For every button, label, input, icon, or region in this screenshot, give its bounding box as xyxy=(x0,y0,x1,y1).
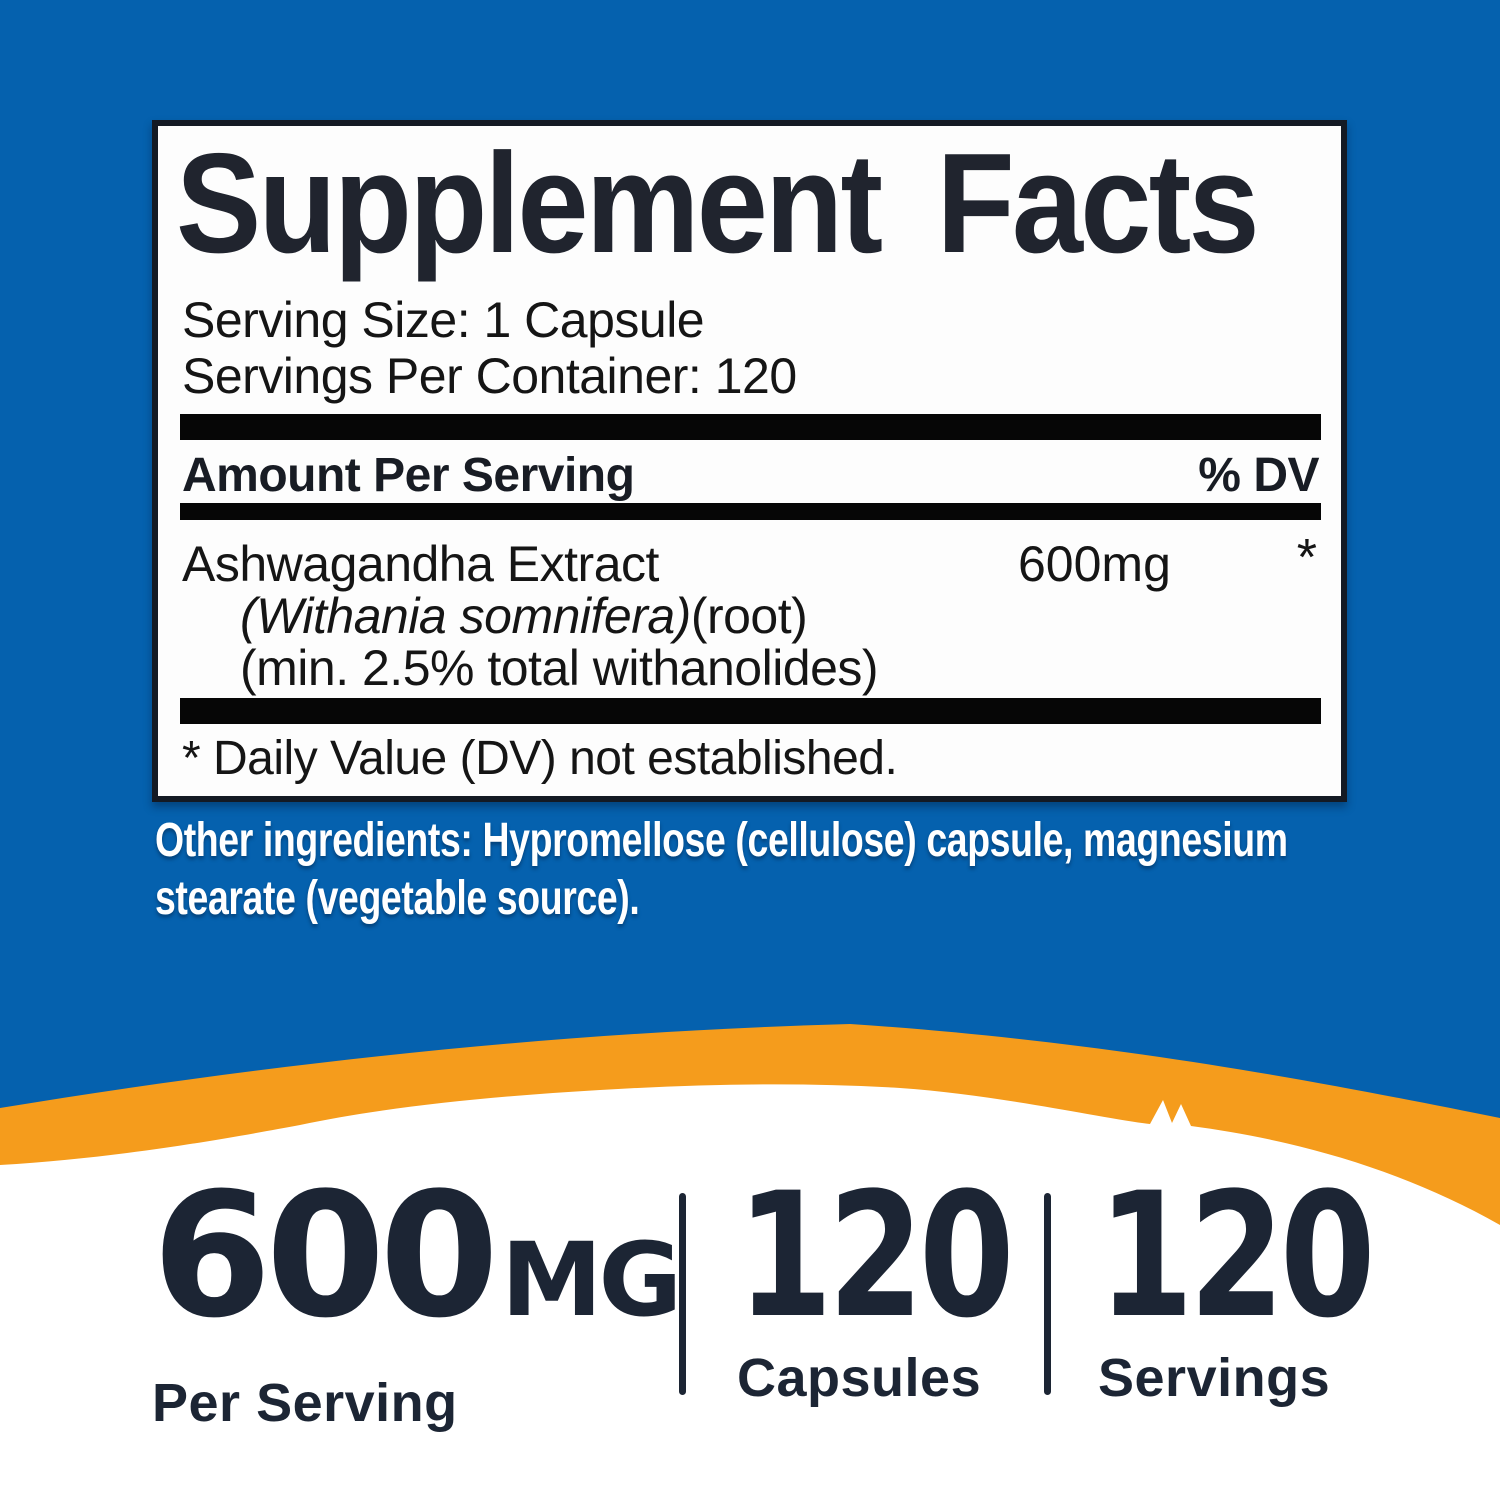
other-ingredients-text: Other ingredients: Hypromellose (cellulo… xyxy=(155,812,1403,928)
divider-bar-top xyxy=(180,414,1321,440)
stat-servings-label: Servings xyxy=(1098,1348,1331,1408)
servings-per-container-text: Servings Per Container: 120 xyxy=(182,348,797,404)
stat-block-capsules: 120 Capsules xyxy=(737,1155,1078,1409)
ingredient-dv-asterisk: * xyxy=(1296,529,1317,587)
white-footer-edge xyxy=(0,1084,1500,1320)
other-ingredients-line1: Other ingredients: Hypromellose (cellulo… xyxy=(155,814,1288,867)
stat-capsules-label: Capsules xyxy=(737,1348,982,1408)
stat-dose-value-line: 600 MG xyxy=(152,1155,682,1356)
orange-wave-graphic xyxy=(0,1024,1500,1320)
stat-dose-label: Per Serving xyxy=(152,1373,458,1433)
stat-servings-value: 120 xyxy=(1098,1155,1376,1356)
divider-bar-bottom xyxy=(180,698,1321,724)
column-header-row: Amount Per Serving % DV xyxy=(182,448,1319,502)
stat-dose-unit: MG xyxy=(501,1221,682,1340)
serving-size-text: Serving Size: 1 Capsule xyxy=(182,292,705,348)
ingredient-amount: 600mg xyxy=(1018,536,1171,592)
stat-servings-value-line: 120 xyxy=(1098,1155,1439,1356)
other-ingredients-line2: stearate (vegetable source). xyxy=(155,872,640,925)
stat-dose-value: 600 xyxy=(152,1155,499,1356)
ingredient-botanical-line: (Withania somnifera)(root) xyxy=(240,588,808,644)
panel-title: Supplement Facts xyxy=(176,124,1260,283)
divider-bar-mid xyxy=(180,503,1321,520)
amount-per-serving-header: Amount Per Serving xyxy=(182,448,635,502)
percent-dv-header: % DV xyxy=(1198,448,1319,502)
ingredient-standardization-line: (min. 2.5% total withanolides) xyxy=(240,640,879,696)
stat-divider-1 xyxy=(679,1193,686,1395)
stat-divider-2 xyxy=(1044,1193,1051,1395)
stat-capsules-value: 120 xyxy=(737,1155,1015,1356)
botanical-part: (root) xyxy=(690,588,808,644)
botanical-name-italic: (Withania somnifera) xyxy=(240,588,691,644)
daily-value-footnote: * Daily Value (DV) not established. xyxy=(182,732,898,785)
ingredient-name: Ashwagandha Extract xyxy=(182,536,659,592)
ingredient-row: Ashwagandha Extract 600mg * xyxy=(182,532,1319,592)
stat-capsules-value-line: 120 xyxy=(737,1155,1078,1356)
stat-block-servings: 120 Servings xyxy=(1098,1155,1439,1409)
stat-block-dose: 600 MG Per Serving xyxy=(152,1155,682,1434)
supplement-facts-panel: Supplement Facts Serving Size: 1 Capsule… xyxy=(152,120,1347,802)
white-footer xyxy=(0,1310,1500,1500)
